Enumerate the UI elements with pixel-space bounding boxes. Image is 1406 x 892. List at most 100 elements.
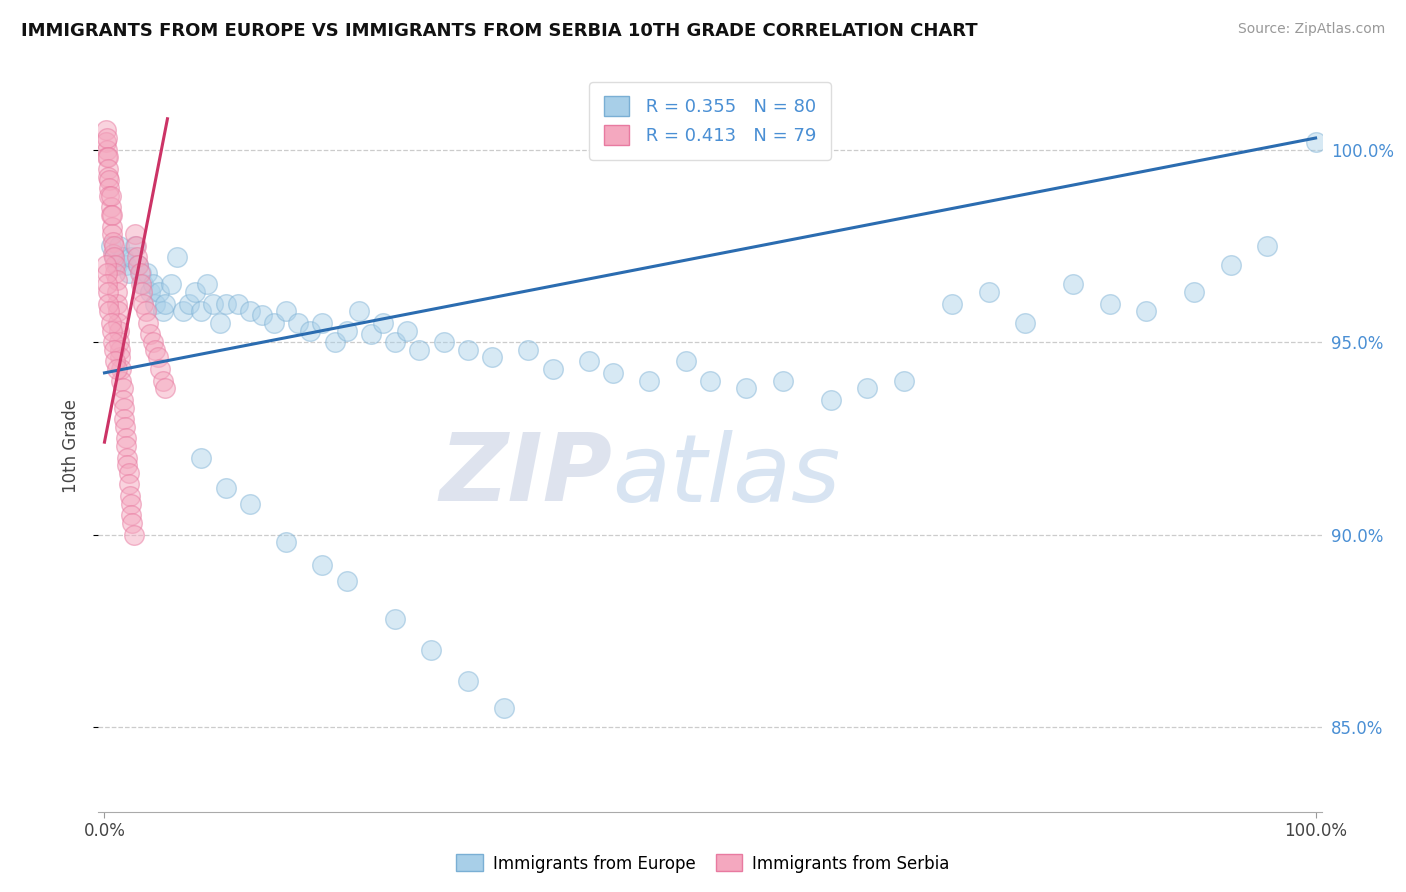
Point — [190, 450, 212, 465]
Point — [287, 316, 309, 330]
Point — [115, 439, 138, 453]
Point — [602, 366, 624, 380]
Point — [432, 334, 454, 349]
Point — [100, 227, 122, 242]
Point — [96, 266, 118, 280]
Point — [104, 266, 127, 280]
Point — [118, 477, 141, 491]
Point — [360, 327, 382, 342]
Point — [96, 277, 118, 292]
Point — [214, 481, 236, 495]
Point — [1184, 285, 1206, 299]
Text: atlas: atlas — [612, 430, 841, 521]
Point — [100, 219, 122, 234]
Point — [1014, 316, 1036, 330]
Point — [276, 535, 298, 549]
Point — [184, 285, 207, 299]
Point — [98, 304, 121, 318]
Point — [107, 304, 129, 318]
Point — [97, 169, 120, 184]
Point — [118, 266, 141, 280]
Legend: Immigrants from Europe, Immigrants from Serbia: Immigrants from Europe, Immigrants from … — [450, 847, 956, 880]
Point — [108, 324, 131, 338]
Point — [371, 316, 394, 330]
Point — [202, 296, 225, 310]
Text: IMMIGRANTS FROM EUROPE VS IMMIGRANTS FROM SERBIA 10TH GRADE CORRELATION CHART: IMMIGRANTS FROM EUROPE VS IMMIGRANTS FRO… — [21, 22, 977, 40]
Point — [153, 296, 176, 310]
Point — [118, 489, 141, 503]
Point — [108, 239, 131, 253]
Point — [179, 296, 201, 310]
Point — [136, 316, 159, 330]
Point — [124, 227, 146, 242]
Point — [94, 135, 117, 149]
Point — [97, 285, 120, 299]
Point — [96, 150, 118, 164]
Point — [118, 466, 141, 480]
Point — [110, 362, 132, 376]
Point — [120, 508, 142, 523]
Point — [396, 324, 419, 338]
Point — [111, 392, 134, 407]
Y-axis label: 10th Grade: 10th Grade — [62, 399, 80, 493]
Point — [1305, 135, 1327, 149]
Point — [494, 700, 516, 714]
Point — [103, 239, 125, 253]
Point — [336, 574, 359, 588]
Point — [323, 334, 346, 349]
Point — [1256, 239, 1278, 253]
Point — [276, 304, 298, 318]
Point — [105, 273, 128, 287]
Point — [127, 258, 149, 272]
Point — [638, 374, 661, 388]
Point — [135, 304, 157, 318]
Point — [311, 316, 333, 330]
Point — [100, 208, 122, 222]
Point — [239, 497, 262, 511]
Point — [110, 351, 132, 365]
Point — [856, 381, 879, 395]
Point — [124, 239, 146, 253]
Point — [111, 381, 134, 395]
Point — [481, 351, 503, 365]
Point — [197, 277, 219, 292]
Point — [115, 258, 138, 272]
Point — [122, 527, 145, 541]
Point — [457, 343, 479, 357]
Point — [152, 374, 174, 388]
Point — [96, 143, 118, 157]
Point — [699, 374, 721, 388]
Point — [121, 516, 143, 530]
Point — [97, 150, 120, 164]
Point — [107, 316, 129, 330]
Point — [408, 343, 430, 357]
Point — [132, 296, 155, 310]
Point — [111, 251, 134, 265]
Point — [1219, 258, 1241, 272]
Point — [735, 381, 758, 395]
Point — [117, 458, 139, 473]
Point — [108, 334, 131, 349]
Point — [129, 266, 152, 280]
Point — [384, 612, 406, 626]
Point — [420, 643, 443, 657]
Point — [115, 431, 138, 445]
Point — [250, 308, 273, 322]
Point — [299, 324, 322, 338]
Point — [336, 324, 359, 338]
Point — [578, 354, 600, 368]
Text: Source: ZipAtlas.com: Source: ZipAtlas.com — [1237, 22, 1385, 37]
Point — [120, 251, 142, 265]
Point — [105, 296, 128, 310]
Point — [97, 296, 120, 310]
Point — [112, 412, 135, 426]
Point — [105, 285, 128, 299]
Point — [94, 123, 117, 137]
Point — [135, 266, 157, 280]
Point — [103, 251, 125, 265]
Point — [457, 673, 479, 688]
Point — [101, 246, 124, 260]
Text: ZIP: ZIP — [439, 429, 612, 521]
Point — [103, 343, 125, 357]
Point — [148, 285, 170, 299]
